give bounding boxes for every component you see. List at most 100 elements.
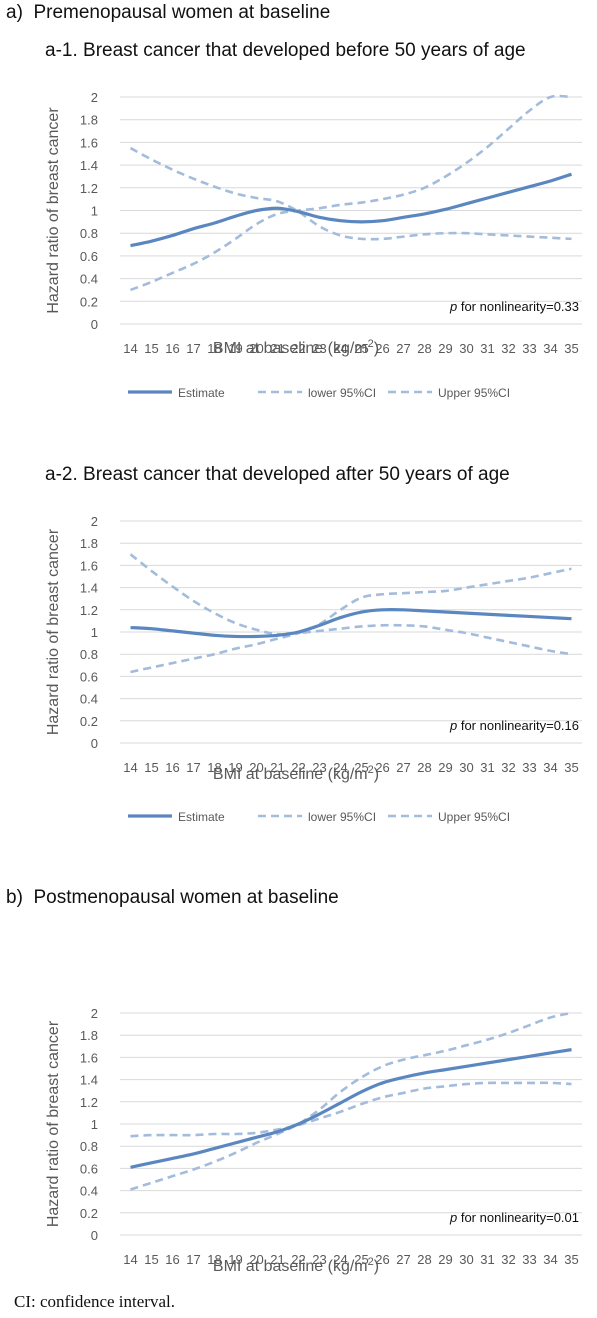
section-b-label: b) [6,887,23,908]
chart-a1: a-1. Breast cancer that developed before… [0,0,597,430]
y-tick-label: 0.6 [80,1161,98,1176]
x-tick-label: 20 [249,760,263,775]
x-tick-label: 31 [480,760,494,775]
x-tick-label: 31 [480,1252,494,1267]
chart-a1-svg: 0 0.2 0.4 0.6 0.8 1 1.2 1.4 1.6 1.8 2 14 15 16 17 18 19 2… [45,90,582,400]
x-tick-label: 24 [333,341,347,356]
x-tick-label: 18 [207,1252,221,1267]
series-line-upper-95-ci [130,567,572,674]
series-line-estimate [130,607,572,639]
section-b-title: b) Postmenopausal women at baseline [6,887,339,909]
y-tick-label: 1.2 [80,1095,98,1110]
x-tick-label: 29 [438,1252,452,1267]
y-tick-label: 1.4 [80,158,98,173]
y-tick-label: 1 [91,1117,98,1132]
x-tick-label: 15 [144,760,158,775]
y-axis-label: Hazard ratio of breast cancer [45,107,62,314]
x-tick-label: 33 [522,1252,536,1267]
nonlinearity-annotation: p for nonlinearity=0.16 [449,718,579,733]
x-tick-label: 17 [186,1252,200,1267]
section-a-title: a) Premenopausal women at baseline [6,2,330,24]
x-tick-label: 21 [270,760,284,775]
y-tick-label: 1.2 [80,603,98,618]
series-line-upper-95-ci [130,1011,572,1191]
x-tick-label: 16 [165,760,179,775]
x-tick-label: 18 [207,341,221,356]
x-tick-label: 22 [291,760,305,775]
y-tick-label: 0.2 [80,1206,98,1221]
y-tick-label: 1.6 [80,1050,98,1065]
y-tick-label: 1.8 [80,113,98,128]
x-tick-label: 19 [228,341,242,356]
x-tick-label: 30 [459,760,473,775]
series-line-lower-95-ci [129,553,572,656]
x-tick-label: 26 [375,1252,389,1267]
x-tick-label: 27 [396,341,410,356]
x-tick-label: 16 [165,1252,179,1267]
y-tick-label: 1.2 [80,181,98,196]
y-tick-label: 0.4 [80,692,98,707]
y-axis-label: Hazard ratio of breast cancer [45,528,62,735]
y-tick-label: 0.2 [80,714,98,729]
x-tick-label: 28 [417,341,431,356]
y-tick-label: 0 [91,1228,98,1243]
x-tick-label: 25 [354,341,368,356]
y-tick-label: 0.8 [80,647,98,662]
y-tick-label: 0 [91,736,98,751]
x-tick-label: 27 [396,760,410,775]
x-tick-label: 32 [501,1252,515,1267]
chart-b-svg: 0 0.2 0.4 0.6 0.8 1 1.2 1.4 1.6 1.8 2 14 15 16 17 18 19 2… [45,1006,582,1275]
x-tick-label: 32 [501,341,515,356]
x-tick-label: 14 [123,760,137,775]
x-tick-label: 19 [228,1252,242,1267]
chart-a1-title: a-1. Breast cancer that developed before… [45,40,526,61]
x-tick-label: 26 [375,760,389,775]
y-tick-label: 1 [91,204,98,219]
x-tick-label: 33 [522,341,536,356]
nonlinearity-annotation: p for nonlinearity=0.01 [449,1210,579,1225]
x-tick-label: 34 [543,760,557,775]
chart-a2: a-2. Breast cancer that developed after … [45,464,510,485]
x-axis-label: BMI at baseline (kg/m2) [213,764,379,783]
y-tick-label: 1.6 [80,135,98,150]
x-tick-label: 15 [144,341,158,356]
series-line-lower-95-ci [129,146,572,241]
x-tick-label: 20 [249,1252,263,1267]
x-tick-label: 21 [270,341,284,356]
y-tick-label: 1 [91,625,98,640]
series-line-estimate [130,172,572,248]
y-tick-label: 0.4 [80,1184,98,1199]
x-tick-label: 22 [291,1252,305,1267]
y-tick-label: 0.6 [80,249,98,264]
x-tick-label: 23 [312,341,326,356]
y-tick-label: 1.8 [80,1028,98,1043]
series-line-upper-95-ci [130,94,572,292]
x-tick-label: 14 [123,1252,137,1267]
x-tick-label: 20 [249,341,263,356]
y-tick-label: 1.4 [80,1073,98,1088]
legend-label: lower 95%CI [308,810,376,824]
x-tick-label: 16 [165,341,179,356]
y-tick-label: 0.2 [80,294,98,309]
y-tick-label: 2 [91,514,98,529]
x-tick-label: 23 [312,1252,326,1267]
x-tick-label: 25 [354,1252,368,1267]
x-axis-label: BMI at baseline (kg/m2) [213,1256,379,1275]
x-tick-label: 30 [459,341,473,356]
x-tick-label: 22 [291,341,305,356]
y-tick-label: 1.4 [80,581,98,596]
x-tick-label: 35 [564,760,578,775]
x-tick-label: 28 [417,760,431,775]
y-tick-label: 2 [91,1006,98,1021]
x-tick-label: 14 [123,341,137,356]
nonlinearity-annotation: p for nonlinearity=0.33 [449,299,579,314]
x-tick-label: 19 [228,760,242,775]
y-tick-label: 2 [91,90,98,105]
x-tick-label: 29 [438,341,452,356]
y-tick-label: 0.8 [80,226,98,241]
x-tick-label: 17 [186,760,200,775]
x-tick-label: 34 [543,341,557,356]
x-tick-label: 24 [333,760,347,775]
y-tick-label: 0.8 [80,1139,98,1154]
x-tick-label: 23 [312,760,326,775]
